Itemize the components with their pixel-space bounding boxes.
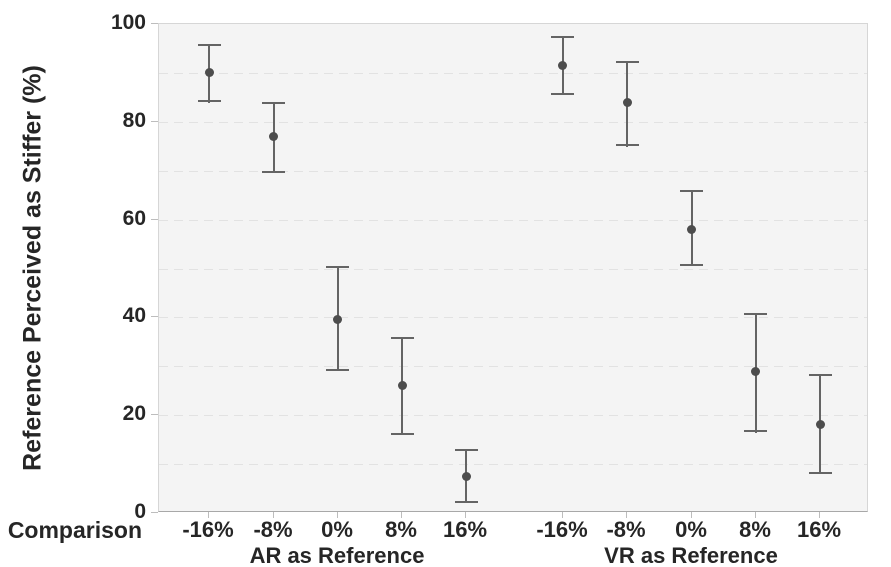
error-bar-cap-bottom-ar-0pct [326,369,349,371]
error-bar-cap-bottom-vr-neg8pct [616,144,639,146]
x-tick-ar-0pct [337,512,338,518]
x-tick-label-vr-0pct: 0% [675,517,707,542]
mean-dot-vr-16pct [816,420,825,429]
group-label-ar: AR as Reference [249,543,425,567]
mean-dot-ar-neg16pct [205,68,214,77]
gridline-90 [159,73,867,74]
gridline-80 [159,122,867,123]
error-bar-cap-bottom-ar-8pct [391,433,414,435]
error-bar-cap-bottom-ar-16pct [455,501,478,503]
y-tick-label-60: 60 [122,207,146,230]
error-bar-cap-top-ar-16pct [455,449,478,451]
mean-dot-ar-neg8pct [269,132,278,141]
y-tick-20 [151,414,158,415]
error-bar-cap-top-ar-neg8pct [262,102,285,104]
x-tick-label-vr-neg8pct: -8% [606,517,646,542]
gridline-60 [159,220,867,221]
y-tick-40 [151,316,158,317]
error-bar-cap-top-ar-neg16pct [198,44,221,46]
error-bar-cap-top-ar-8pct [391,337,414,339]
x-tick-label-ar-16pct: 16% [442,517,488,542]
x-tick-label-ar-0pct: 0% [321,517,353,542]
x-axis-variable-label: Comparison [7,517,142,543]
x-tick-label-ar-neg16pct: -16% [182,517,234,542]
x-tick-ar-neg8pct [273,512,274,518]
mean-dot-vr-neg16pct [558,61,567,70]
x-tick-label-ar-8pct: 8% [385,517,417,542]
gridline-10 [159,464,867,465]
mean-dot-ar-0pct [333,315,342,324]
error-bar-cap-bottom-vr-8pct [744,430,767,432]
mean-dot-ar-8pct [398,381,407,390]
x-tick-label-vr-neg16pct: -16% [536,517,588,542]
y-tick-label-100: 100 [110,11,146,34]
mean-dot-vr-0pct [687,225,696,234]
y-tick-80 [151,121,158,122]
error-bar-cap-bottom-vr-0pct [680,264,703,266]
x-tick-vr-neg8pct [626,512,627,518]
error-bar-cap-bottom-vr-16pct [809,472,832,474]
error-bar-cap-top-vr-16pct [809,374,832,376]
x-tick-ar-neg16pct [208,512,209,518]
x-tick-vr-0pct [691,512,692,518]
x-tick-label-vr-16pct: 16% [796,517,842,542]
y-tick-label-0: 0 [134,500,146,523]
gridline-50 [159,269,867,270]
error-bar-cap-bottom-ar-neg8pct [262,171,285,173]
y-tick-60 [151,219,158,220]
y-tick-label-20: 20 [122,402,146,425]
error-bar-cap-top-ar-0pct [326,266,349,268]
error-bar-cap-bottom-ar-neg16pct [198,100,221,102]
gridline-20 [159,415,867,416]
y-tick-100 [151,23,158,24]
group-label-vr: VR as Reference [604,543,778,567]
error-bar-cap-top-vr-neg16pct [551,36,574,38]
x-tick-vr-8pct [755,512,756,518]
error-bar-cap-top-vr-neg8pct [616,61,639,63]
error-bar-cap-bottom-vr-neg16pct [551,93,574,95]
gridline-30 [159,366,867,367]
x-tick-label-ar-neg8pct: -8% [253,517,293,542]
x-tick-ar-16pct [465,512,466,518]
x-tick-label-vr-8pct: 8% [739,517,771,542]
gridline-40 [159,317,867,318]
mean-dot-vr-neg8pct [623,98,632,107]
mean-dot-vr-8pct [751,367,760,376]
y-tick-label-40: 40 [122,304,146,327]
x-tick-vr-16pct [819,512,820,518]
error-bar-cap-top-vr-8pct [744,313,767,315]
gridline-70 [159,171,867,172]
mean-dot-ar-16pct [462,472,471,481]
error-bar-cap-top-vr-0pct [680,190,703,192]
plot-area [158,23,868,512]
x-tick-vr-neg16pct [562,512,563,518]
y-tick-0 [151,512,158,513]
x-tick-ar-8pct [401,512,402,518]
y-tick-label-80: 80 [122,109,146,132]
